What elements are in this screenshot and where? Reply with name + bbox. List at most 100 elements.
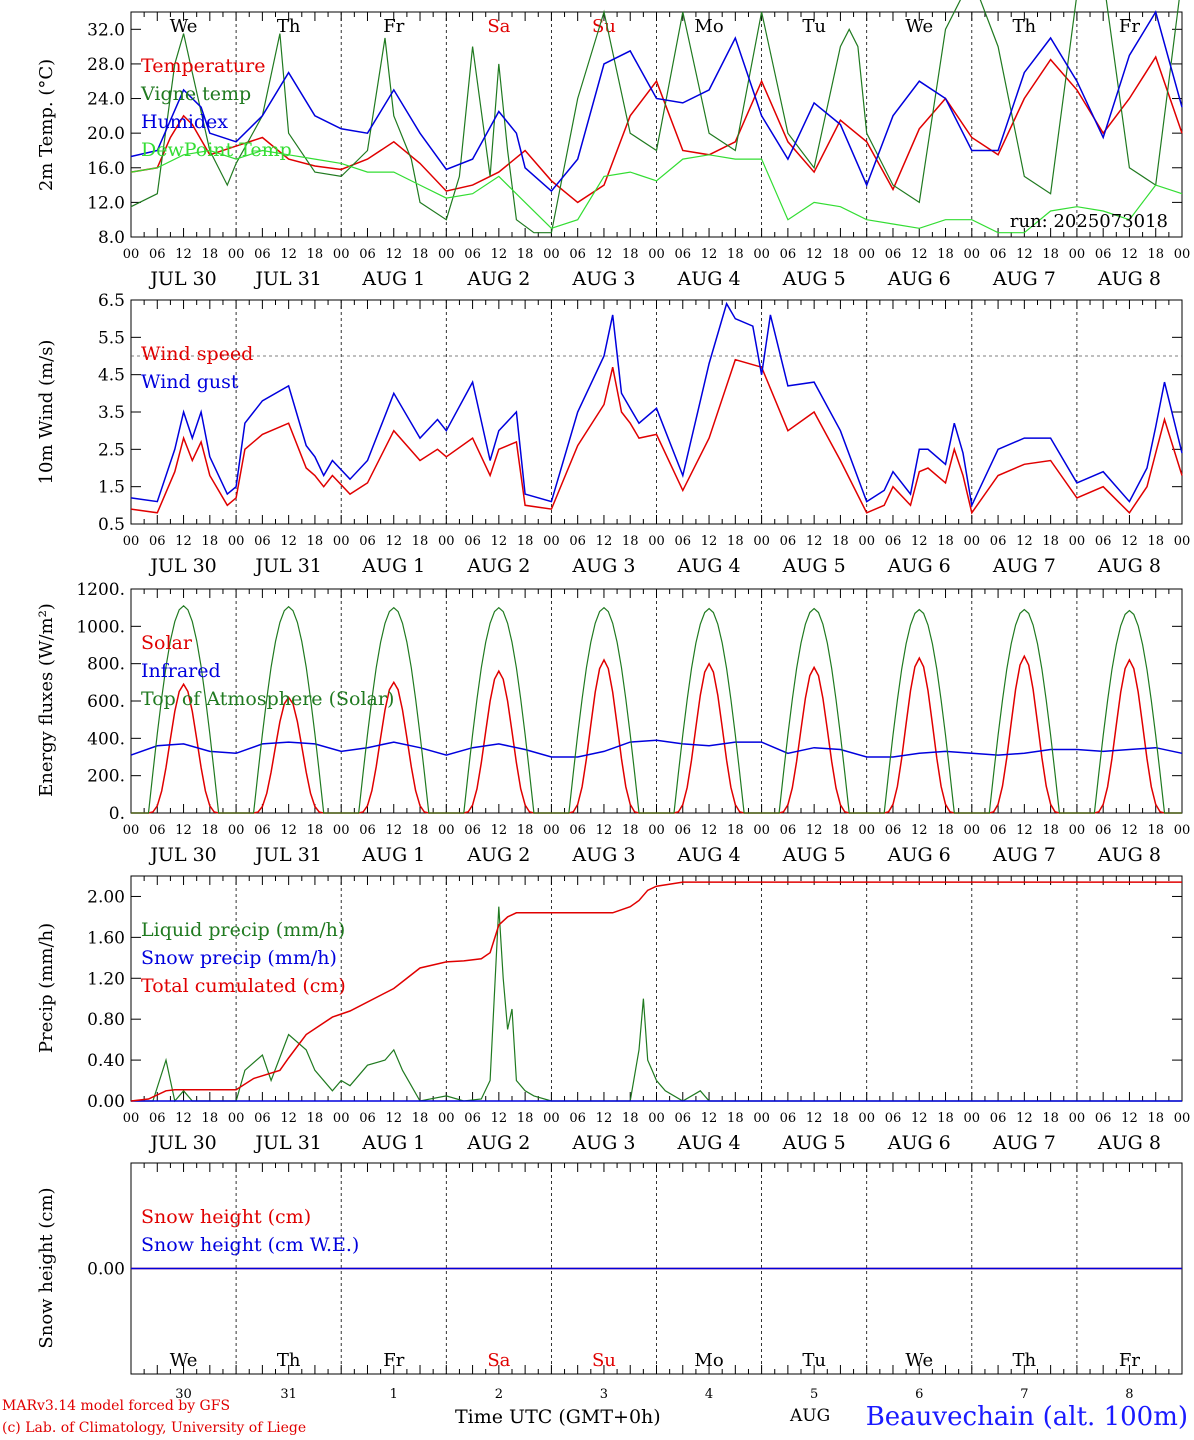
day-number-label: 4 bbox=[705, 1387, 713, 1402]
day-number-label: 1 bbox=[390, 1387, 398, 1402]
y-axis-label: Energy fluxes (W/m²) bbox=[36, 603, 57, 797]
hour-tick-label: 00 bbox=[333, 247, 350, 262]
weekday-label: We bbox=[905, 16, 933, 37]
series-line-top-of-atmosphere-solar- bbox=[131, 604, 1182, 814]
hour-tick-label: 00 bbox=[438, 534, 455, 549]
hour-tick-label: 18 bbox=[517, 823, 534, 838]
legend-entry: Wind speed bbox=[141, 343, 253, 365]
hour-tick-label: 00 bbox=[648, 823, 665, 838]
hour-tick-label: 06 bbox=[464, 1111, 481, 1126]
hour-tick-label: 18 bbox=[307, 247, 324, 262]
hour-tick-label: 18 bbox=[202, 823, 219, 838]
hour-tick-label: 06 bbox=[990, 247, 1007, 262]
date-label: AUG 4 bbox=[677, 1132, 741, 1154]
hour-tick-label: 12 bbox=[911, 534, 928, 549]
y-tick-label: 20.0 bbox=[87, 124, 125, 144]
date-label: AUG 1 bbox=[361, 268, 425, 290]
weekday-label: Tu bbox=[802, 1350, 826, 1371]
weekday-label: We bbox=[170, 16, 198, 37]
date-label: AUG 2 bbox=[466, 268, 530, 290]
hour-tick-label: 00 bbox=[438, 1111, 455, 1126]
hour-tick-label: 00 bbox=[753, 247, 770, 262]
y-tick-label: 800. bbox=[87, 655, 125, 675]
hour-tick-label: 06 bbox=[990, 534, 1007, 549]
weekday-label: We bbox=[170, 1350, 198, 1371]
hour-tick-label: 18 bbox=[622, 534, 639, 549]
y-axis-label: 2m Temp. (°C) bbox=[36, 59, 57, 191]
hour-tick-label: 12 bbox=[491, 534, 508, 549]
hour-tick-label: 00 bbox=[1069, 823, 1086, 838]
y-tick-label: 0.40 bbox=[87, 1051, 125, 1071]
hour-tick-label: 18 bbox=[412, 247, 429, 262]
legend-entry: Solar bbox=[141, 632, 193, 654]
hour-tick-label: 18 bbox=[1042, 1111, 1059, 1126]
weekday-label: Fr bbox=[1119, 16, 1140, 37]
date-label: AUG 8 bbox=[1097, 1132, 1161, 1154]
hour-tick-label: 06 bbox=[569, 534, 586, 549]
hour-tick-label: 06 bbox=[675, 534, 692, 549]
date-label: AUG 4 bbox=[677, 555, 741, 577]
hour-tick-label: 18 bbox=[727, 823, 744, 838]
y-tick-label: 5.5 bbox=[98, 328, 125, 348]
hour-tick-label: 00 bbox=[123, 534, 140, 549]
hour-tick-label: 12 bbox=[1016, 1111, 1033, 1126]
y-tick-label: 8.0 bbox=[98, 228, 125, 248]
panel-3: 0. 200. 400. 600. 800. 1000. 1200. Energy fluxe… bbox=[36, 580, 1190, 866]
date-label: AUG 4 bbox=[677, 844, 741, 866]
hour-tick-label: 12 bbox=[1016, 247, 1033, 262]
hour-tick-label: 18 bbox=[412, 534, 429, 549]
hour-tick-label: 12 bbox=[1121, 823, 1138, 838]
series-line-liquid-precip-mm-h- bbox=[131, 906, 1182, 1103]
hour-tick-label: 18 bbox=[727, 1111, 744, 1126]
hour-tick-label: 12 bbox=[911, 1111, 928, 1126]
day-number-label: 8 bbox=[1125, 1387, 1133, 1402]
y-tick-label: 1.60 bbox=[87, 928, 125, 948]
hour-tick-label: 00 bbox=[228, 534, 245, 549]
hour-tick-label: 00 bbox=[858, 534, 875, 549]
hour-tick-label: 00 bbox=[228, 1111, 245, 1126]
date-label: AUG 5 bbox=[782, 555, 846, 577]
hour-tick-label: 12 bbox=[806, 534, 823, 549]
date-label: AUG 5 bbox=[782, 1132, 846, 1154]
y-tick-label: 12.0 bbox=[87, 193, 125, 213]
hour-tick-label: 00 bbox=[543, 823, 560, 838]
hour-tick-label: 12 bbox=[596, 1111, 613, 1126]
hour-tick-label: 12 bbox=[175, 1111, 192, 1126]
hour-tick-label: 18 bbox=[1042, 823, 1059, 838]
hour-tick-label: 00 bbox=[858, 823, 875, 838]
footer-aug-fragment: AUG bbox=[790, 1406, 831, 1426]
date-label: AUG 8 bbox=[1097, 268, 1161, 290]
legend-entry: Snow precip (mm/h) bbox=[141, 947, 337, 969]
date-label: AUG 3 bbox=[571, 268, 635, 290]
run-annotation: run: 2025073018 bbox=[1010, 211, 1168, 232]
weekday-label: We bbox=[905, 1350, 933, 1371]
hour-tick-label: 06 bbox=[569, 823, 586, 838]
hour-tick-label: 18 bbox=[412, 1111, 429, 1126]
panel-2: 0.5 1.5 2.5 3.5 4.5 5.5 6.5 10m Wind (m/s) 00 06 1… bbox=[36, 291, 1190, 577]
hour-tick-label: 00 bbox=[753, 534, 770, 549]
hour-tick-label: 06 bbox=[990, 1111, 1007, 1126]
hour-tick-label: 12 bbox=[175, 823, 192, 838]
date-label: JUL 31 bbox=[253, 555, 321, 577]
hour-tick-label: 00 bbox=[123, 247, 140, 262]
hour-tick-label: 18 bbox=[307, 534, 324, 549]
hour-tick-label: 06 bbox=[149, 534, 166, 549]
hour-tick-label: 18 bbox=[832, 247, 849, 262]
series-line-wind-speed bbox=[130, 358, 1183, 515]
hour-tick-label: 00 bbox=[1174, 823, 1191, 838]
hour-tick-label: 12 bbox=[1016, 823, 1033, 838]
hour-tick-label: 00 bbox=[964, 247, 981, 262]
panel-4: 0.00 0.40 0.80 1.20 1.60 2.00 Precip (mm/h) 00 0… bbox=[36, 875, 1190, 1154]
plot-frame bbox=[130, 11, 1183, 238]
hour-tick-label: 00 bbox=[648, 247, 665, 262]
date-label: AUG 1 bbox=[361, 844, 425, 866]
legend-entry: Infrared bbox=[141, 660, 221, 682]
date-label: AUG 4 bbox=[677, 268, 741, 290]
hour-tick-label: 00 bbox=[228, 823, 245, 838]
hour-tick-label: 00 bbox=[1069, 534, 1086, 549]
hour-tick-label: 06 bbox=[254, 247, 271, 262]
legend-entry: Vigne temp bbox=[140, 83, 251, 105]
y-axis-label: Precip (mm/h) bbox=[36, 923, 57, 1053]
hour-tick-label: 12 bbox=[491, 1111, 508, 1126]
y-tick-label: 0.80 bbox=[87, 1010, 125, 1030]
